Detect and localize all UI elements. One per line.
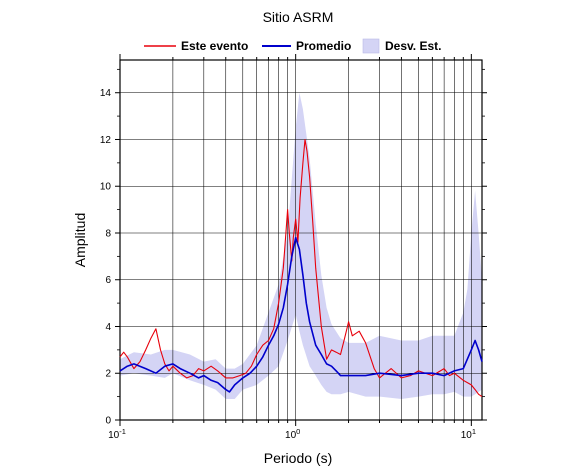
x-axis-label: Periodo (s) [264, 450, 332, 466]
legend-label-desv-est: Desv. Est. [385, 39, 441, 53]
y-tick-label: 6 [105, 275, 111, 286]
x-tick-exponent: -1 [119, 427, 126, 436]
series-line-promedio [119, 236, 483, 393]
std-dev-band [120, 92, 482, 399]
y-tick-label: 10 [100, 182, 112, 193]
y-tick-label: 4 [105, 322, 111, 333]
chart-title: Sitio ASRM [263, 9, 334, 25]
x-tick-exponent: 0 [296, 427, 300, 436]
y-axis-label: Amplitud [72, 213, 88, 267]
series-layer [119, 138, 483, 398]
legend-swatch-desv-est [362, 38, 380, 54]
legend: Este evento Promedio Desv. Est. [144, 38, 441, 54]
x-tick-label: 101 [461, 427, 476, 441]
x-tick-label: 100 [285, 427, 300, 441]
y-tick-label: 0 [105, 416, 111, 427]
std-dev-band-layer [120, 92, 482, 399]
y-tick-label: 8 [105, 228, 111, 239]
y-tick-label: 14 [100, 88, 112, 99]
y-tick-label: 12 [100, 135, 112, 146]
x-tick-label: 10-1 [108, 427, 126, 441]
legend-label-promedio: Promedio [296, 39, 351, 53]
plot-frame [119, 59, 483, 421]
y-tick-label: 2 [105, 369, 111, 380]
legend-label-este-evento: Este evento [181, 39, 248, 53]
x-tick-exponent: 1 [472, 427, 476, 436]
